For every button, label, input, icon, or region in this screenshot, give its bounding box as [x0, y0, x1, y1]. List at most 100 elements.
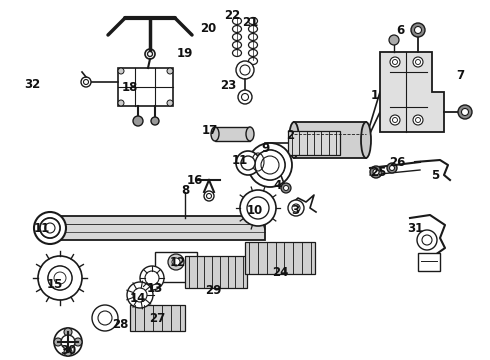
Circle shape	[284, 185, 289, 190]
Circle shape	[390, 57, 400, 67]
Text: 17: 17	[202, 123, 218, 136]
Circle shape	[172, 258, 180, 266]
Text: 4: 4	[274, 179, 282, 192]
Circle shape	[48, 266, 72, 290]
Bar	[118, 68, 173, 106]
Circle shape	[40, 218, 60, 238]
Bar	[245, 242, 315, 274]
Text: 32: 32	[24, 77, 40, 90]
Circle shape	[236, 61, 254, 79]
Circle shape	[145, 49, 155, 59]
Text: 10: 10	[247, 203, 263, 216]
Circle shape	[167, 68, 173, 74]
Text: 24: 24	[272, 266, 288, 279]
Text: 20: 20	[200, 22, 216, 35]
Circle shape	[238, 90, 252, 104]
Circle shape	[416, 117, 420, 122]
Text: 1: 1	[371, 89, 379, 102]
Text: 15: 15	[47, 279, 63, 292]
Circle shape	[81, 77, 91, 87]
Text: 5: 5	[431, 168, 439, 181]
Text: 12: 12	[170, 256, 186, 269]
Circle shape	[74, 338, 82, 346]
Circle shape	[133, 116, 143, 126]
Bar	[418, 253, 440, 271]
Bar	[50, 216, 265, 240]
Circle shape	[133, 288, 147, 302]
Text: 8: 8	[181, 184, 189, 197]
Bar	[288, 131, 340, 155]
Circle shape	[206, 194, 212, 198]
Circle shape	[92, 305, 118, 331]
Circle shape	[98, 311, 112, 325]
Polygon shape	[380, 52, 444, 132]
Text: 14: 14	[130, 292, 146, 305]
Text: 23: 23	[220, 78, 236, 91]
Circle shape	[390, 166, 394, 171]
Circle shape	[240, 190, 276, 226]
Circle shape	[38, 256, 82, 300]
Circle shape	[417, 230, 437, 250]
Circle shape	[255, 150, 285, 180]
Circle shape	[34, 212, 66, 244]
Circle shape	[390, 115, 400, 125]
Circle shape	[292, 204, 300, 212]
Circle shape	[247, 197, 269, 219]
Circle shape	[167, 100, 173, 106]
Circle shape	[151, 117, 159, 125]
Text: 2: 2	[286, 129, 294, 141]
Circle shape	[140, 266, 164, 290]
Circle shape	[281, 183, 291, 193]
Text: 25: 25	[370, 166, 386, 179]
Text: 6: 6	[396, 23, 404, 36]
Text: 28: 28	[112, 319, 128, 332]
Circle shape	[64, 348, 72, 356]
Text: 21: 21	[242, 15, 258, 28]
Text: 29: 29	[205, 284, 221, 297]
Text: 16: 16	[187, 174, 203, 186]
Bar	[185, 256, 247, 288]
Circle shape	[241, 156, 255, 170]
Circle shape	[413, 57, 423, 67]
Circle shape	[248, 143, 292, 187]
Circle shape	[387, 163, 397, 173]
Text: 3: 3	[291, 203, 299, 216]
Circle shape	[54, 328, 82, 356]
Circle shape	[127, 282, 153, 308]
Ellipse shape	[361, 122, 371, 158]
Circle shape	[416, 59, 420, 64]
Text: 30: 30	[60, 343, 76, 356]
Text: 27: 27	[149, 311, 165, 324]
Ellipse shape	[289, 122, 299, 158]
Circle shape	[411, 23, 425, 37]
Circle shape	[373, 169, 379, 175]
Circle shape	[462, 108, 468, 116]
Circle shape	[415, 27, 421, 33]
Circle shape	[389, 35, 399, 45]
Text: 7: 7	[456, 68, 464, 81]
Circle shape	[54, 338, 62, 346]
Circle shape	[261, 156, 279, 174]
Circle shape	[236, 151, 260, 175]
Circle shape	[288, 200, 304, 216]
Text: 26: 26	[389, 156, 405, 168]
Text: 9: 9	[261, 141, 269, 154]
Circle shape	[458, 105, 472, 119]
Circle shape	[168, 254, 184, 270]
Bar	[155, 252, 197, 282]
Circle shape	[45, 223, 55, 233]
Circle shape	[242, 94, 248, 100]
Circle shape	[204, 191, 214, 201]
Ellipse shape	[211, 127, 219, 141]
Text: 19: 19	[177, 46, 193, 59]
Bar	[215, 127, 250, 141]
Circle shape	[64, 328, 72, 336]
Circle shape	[48, 266, 72, 290]
Circle shape	[83, 80, 89, 85]
Circle shape	[240, 65, 250, 75]
Text: 18: 18	[122, 81, 138, 94]
Circle shape	[118, 100, 124, 106]
Circle shape	[392, 59, 397, 64]
Circle shape	[54, 272, 66, 284]
Circle shape	[40, 218, 60, 238]
